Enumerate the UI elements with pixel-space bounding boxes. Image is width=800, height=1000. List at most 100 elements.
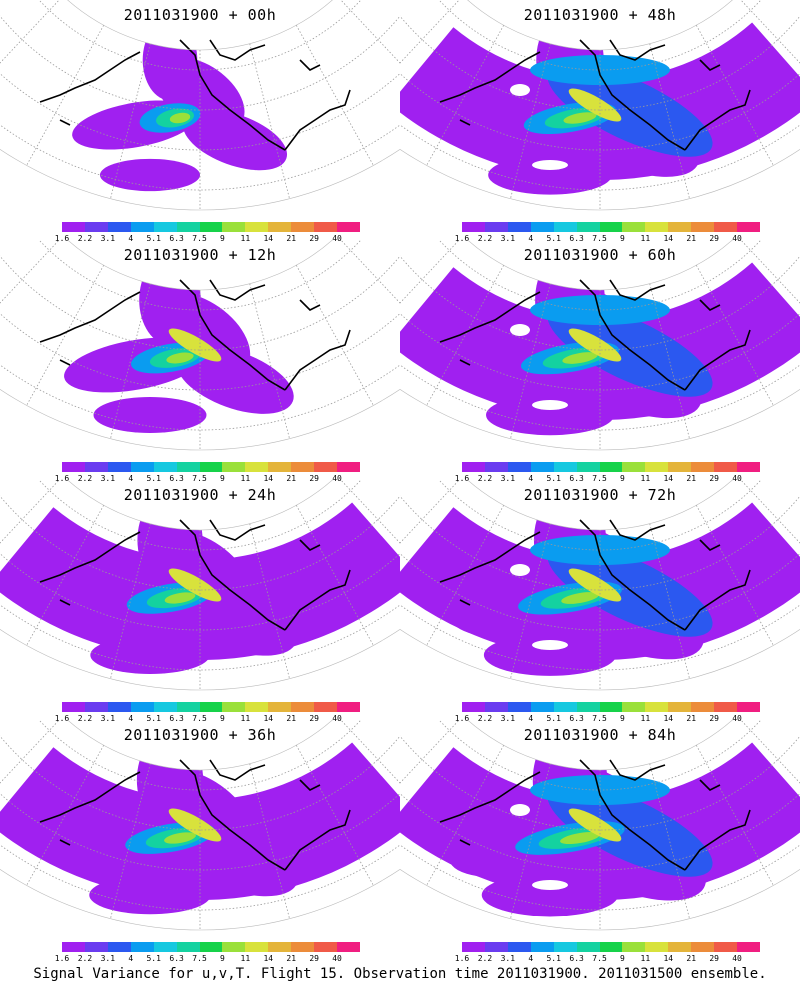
colorbar-swatch xyxy=(645,462,669,472)
colorbar-swatch xyxy=(314,222,338,232)
panel-title: 2011031900 + 72h xyxy=(523,486,677,504)
colorbar-swatch xyxy=(84,222,108,232)
colorbar-swatch xyxy=(530,462,554,472)
colorbar-tick-label: 21 xyxy=(286,954,297,963)
colorbar-tick-label: 6.3 xyxy=(169,954,184,963)
colorbar-swatch xyxy=(222,942,246,952)
colorbar-swatch xyxy=(107,942,131,952)
colorbar-tick-label: 14 xyxy=(263,954,274,963)
colorbar-tick-label: 4 xyxy=(528,954,534,963)
colorbar-tick-label: 40 xyxy=(332,234,342,243)
colorbar-tick-label: 3.1 xyxy=(500,234,516,243)
colorbar-swatch xyxy=(245,222,269,232)
colorbar-tick-label: 11 xyxy=(240,474,251,483)
colorbar-tick-label: 4 xyxy=(528,714,534,723)
colorbar-swatch xyxy=(268,462,292,472)
colorbar-swatch xyxy=(576,222,600,232)
colorbar-swatch xyxy=(245,702,269,712)
map-72h xyxy=(400,480,800,691)
colorbar-swatch xyxy=(268,222,292,232)
colorbar-tick-label: 29 xyxy=(309,714,319,723)
colorbar-tick-label: 5.1 xyxy=(546,954,561,963)
colorbar-swatch xyxy=(622,462,646,472)
colorbar xyxy=(462,702,760,712)
colorbar-tick-label: 9 xyxy=(220,714,225,723)
colorbar-swatch xyxy=(199,222,223,232)
colorbar-tick-label: 6.3 xyxy=(569,714,584,723)
colorbar-tick-label: 21 xyxy=(686,714,697,723)
colorbar-swatch xyxy=(691,942,715,952)
colorbar-tick-label: 5.1 xyxy=(546,234,561,243)
colorbar-swatch xyxy=(291,942,315,952)
colorbar-tick-label: 29 xyxy=(709,714,719,723)
colorbar-tick-label: 14 xyxy=(663,234,674,243)
colorbar-swatch xyxy=(668,942,692,952)
colorbar-tick-label: 9 xyxy=(620,714,625,723)
colorbar-tick-label: 3.1 xyxy=(100,714,116,723)
colorbar-labels: 1.6 2.2 3.1 4 5.1 6.3 7.5 9 11 14 21 29 40 xyxy=(455,714,760,724)
colorbar-swatch xyxy=(199,702,223,712)
colorbar-swatch xyxy=(130,222,154,232)
colorbar xyxy=(62,702,360,712)
colorbar-swatch xyxy=(291,462,315,472)
colorbar-tick-label: 40 xyxy=(332,714,342,723)
colorbar-tick-label: 14 xyxy=(263,474,274,483)
colorbar-swatch xyxy=(84,942,108,952)
colorbar-swatch xyxy=(507,222,531,232)
panel-title: 2011031900 + 12h xyxy=(123,246,277,264)
colorbar-tick-label: 3.1 xyxy=(100,234,116,243)
colorbar-swatch xyxy=(714,702,738,712)
colorbar-swatch xyxy=(691,702,715,712)
colorbar-swatch xyxy=(337,942,360,952)
colorbar-labels: 1.6 2.2 3.1 4 5.1 6.3 7.5 9 11 14 21 29 40 xyxy=(55,474,360,484)
colorbar-swatch xyxy=(245,462,269,472)
colorbar-swatch xyxy=(462,702,485,712)
panel-48h: 2011031900 + 48h 1.6 2.2 3.1 4 5.1 6.3 7.5 9 11 1… xyxy=(400,0,800,243)
colorbar-labels: 1.6 2.2 3.1 4 5.1 6.3 7.5 9 11 14 21 29 40 xyxy=(455,474,760,484)
map-84h xyxy=(400,720,800,931)
colorbar-swatch xyxy=(176,222,200,232)
colorbar-tick-label: 14 xyxy=(263,234,274,243)
colorbar-swatch xyxy=(484,222,508,232)
colorbar-swatch xyxy=(507,462,531,472)
colorbar-swatch xyxy=(714,462,738,472)
colorbar xyxy=(62,222,360,232)
colorbar-tick-label: 1.6 xyxy=(54,474,70,483)
colorbar-tick-label: 7.5 xyxy=(592,714,607,723)
colorbar-tick-label: 29 xyxy=(709,474,719,483)
map-48h xyxy=(400,0,800,211)
colorbar-swatch xyxy=(130,942,154,952)
colorbar-swatch xyxy=(84,702,108,712)
colorbar-tick-label: 3.1 xyxy=(100,954,116,963)
colorbar-tick-label: 7.5 xyxy=(192,234,207,243)
map-24h xyxy=(0,480,400,691)
colorbar-tick-label: 3.1 xyxy=(500,474,516,483)
colorbar-swatch xyxy=(645,942,669,952)
colorbar-tick-label: 29 xyxy=(309,474,319,483)
colorbar-tick-label: 40 xyxy=(332,954,342,963)
colorbar-swatch xyxy=(553,702,577,712)
colorbar-swatch xyxy=(153,462,177,472)
colorbar-swatch xyxy=(107,462,131,472)
colorbar-tick-label: 2.2 xyxy=(477,234,493,243)
colorbar-swatch xyxy=(668,222,692,232)
colorbar-swatch xyxy=(62,462,85,472)
colorbar-tick-label: 1.6 xyxy=(454,234,470,243)
colorbar-tick-label: 14 xyxy=(263,714,274,723)
panel-36h: 2011031900 + 36h 1.6 2.2 3.1 4 5.1 6.3 7.5 9 11 1… xyxy=(0,720,400,963)
colorbar-tick-label: 11 xyxy=(640,714,651,723)
colorbar-swatch xyxy=(337,462,360,472)
colorbar-swatch xyxy=(84,462,108,472)
colorbar-tick-label: 21 xyxy=(686,234,697,243)
colorbar-swatch xyxy=(314,462,338,472)
colorbar-tick-label: 4 xyxy=(128,954,134,963)
colorbar-swatch xyxy=(337,702,360,712)
colorbar-swatch xyxy=(691,222,715,232)
colorbar-swatch xyxy=(268,942,292,952)
colorbar-tick-label: 9 xyxy=(220,474,225,483)
colorbar-swatch xyxy=(176,462,200,472)
map-36h xyxy=(0,720,400,931)
colorbar-swatch xyxy=(553,462,577,472)
colorbar-swatch xyxy=(107,702,131,712)
colorbar-swatch xyxy=(622,702,646,712)
